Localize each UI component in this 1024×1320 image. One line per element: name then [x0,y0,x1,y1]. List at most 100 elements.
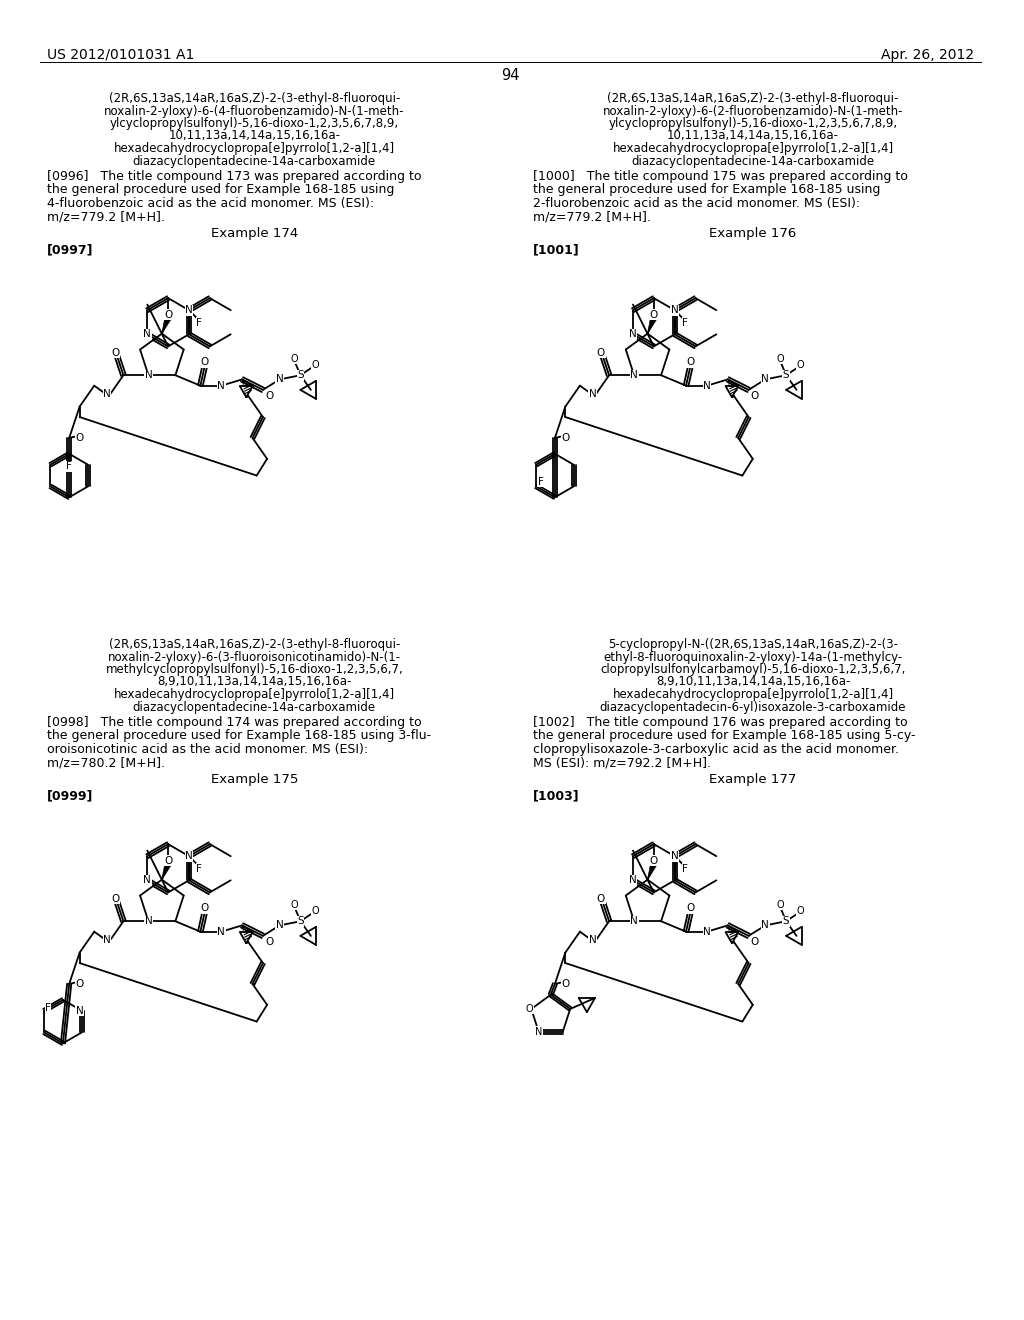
Text: 94: 94 [502,69,520,83]
Text: N: N [762,920,769,931]
Text: F: F [538,477,544,487]
Text: [0999]: [0999] [47,789,93,803]
Text: O: O [76,433,84,444]
Text: N: N [217,380,225,391]
Text: oroisonicotinic acid as the acid monomer. MS (ESI):: oroisonicotinic acid as the acid monomer… [47,743,368,756]
Text: F: F [197,863,203,874]
Text: (2R,6S,13aS,14aR,16aS,Z)-2-(3-ethyl-8-fluoroqui-: (2R,6S,13aS,14aR,16aS,Z)-2-(3-ethyl-8-fl… [109,638,400,651]
Text: US 2012/0101031 A1: US 2012/0101031 A1 [47,48,195,62]
Text: S: S [782,370,790,380]
Text: O: O [311,906,318,916]
Text: N: N [217,927,225,937]
Text: 5-cyclopropyl-N-((2R,6S,13aS,14aR,16aS,Z)-2-(3-: 5-cyclopropyl-N-((2R,6S,13aS,14aR,16aS,Z… [608,638,898,651]
Text: diazacyclopentadecine-14a-carboxamide: diazacyclopentadecine-14a-carboxamide [133,701,376,714]
Text: O: O [201,903,209,913]
Text: noxalin-2-yloxy)-6-(2-fluorobenzamido)-N-(1-meth-: noxalin-2-yloxy)-6-(2-fluorobenzamido)-N… [603,104,903,117]
Text: O: O [525,1005,534,1014]
Polygon shape [162,317,171,334]
Text: N: N [275,375,284,384]
Text: O: O [265,391,273,401]
Text: O: O [776,899,783,909]
Text: 8,9,10,11,13a,14,14a,15,16,16a-: 8,9,10,11,13a,14,14a,15,16,16a- [157,676,351,689]
Text: ethyl-8-fluoroquinoxalin-2-yloxy)-14a-(1-methylcy-: ethyl-8-fluoroquinoxalin-2-yloxy)-14a-(1… [603,651,902,664]
Text: clopropylisoxazole-3-carboxylic acid as the acid monomer.: clopropylisoxazole-3-carboxylic acid as … [532,743,899,756]
Text: N: N [703,927,711,937]
Text: O: O [265,937,273,948]
Text: F: F [197,318,203,327]
Text: N: N [671,305,679,315]
Text: N: N [275,920,284,931]
Text: O: O [112,347,120,358]
Text: methylcyclopropylsulfonyl)-5,16-dioxo-1,2,3,5,6,7,: methylcyclopropylsulfonyl)-5,16-dioxo-1,… [105,663,403,676]
Text: m/z=779.2 [M+H].: m/z=779.2 [M+H]. [47,210,165,223]
Text: O: O [112,894,120,904]
Text: O: O [649,855,658,866]
Text: O: O [291,899,298,909]
Text: clopropylsulfonylcarbamoyl)-5,16-dioxo-1,2,3,5,6,7,: clopropylsulfonylcarbamoyl)-5,16-dioxo-1… [600,663,905,676]
Text: [1001]: [1001] [532,243,580,256]
Text: ylcyclopropylsulfonyl)-5,16-dioxo-1,2,3,5,6,7,8,9,: ylcyclopropylsulfonyl)-5,16-dioxo-1,2,3,… [608,117,897,129]
Polygon shape [647,317,657,334]
Text: noxalin-2-yloxy)-6-(4-fluorobenzamido)-N-(1-meth-: noxalin-2-yloxy)-6-(4-fluorobenzamido)-N… [104,104,404,117]
Text: S: S [782,916,790,927]
Text: O: O [686,903,694,913]
Text: Apr. 26, 2012: Apr. 26, 2012 [882,48,975,62]
Text: [0997]: [0997] [47,243,93,256]
Text: N: N [144,370,153,380]
Text: O: O [797,360,805,370]
Text: F: F [682,318,688,327]
Text: MS (ESI): m/z=792.2 [M+H].: MS (ESI): m/z=792.2 [M+H]. [532,756,711,770]
Text: N: N [589,389,597,399]
Text: N: N [103,936,111,945]
Text: O: O [164,310,172,319]
Text: O: O [201,358,209,367]
Text: F: F [67,462,72,471]
Text: m/z=780.2 [M+H].: m/z=780.2 [M+H]. [47,756,165,770]
Text: O: O [597,894,605,904]
Polygon shape [162,862,171,879]
Text: (2R,6S,13aS,14aR,16aS,Z)-2-(3-ethyl-8-fluoroqui-: (2R,6S,13aS,14aR,16aS,Z)-2-(3-ethyl-8-fl… [607,92,899,106]
Text: O: O [291,354,298,363]
Text: N: N [629,329,637,339]
Text: 8,9,10,11,13a,14,14a,15,16,16a-: 8,9,10,11,13a,14,14a,15,16,16a- [655,676,850,689]
Text: the general procedure used for Example 168-185 using 5-cy-: the general procedure used for Example 1… [532,730,915,742]
Text: diazacyclopentadecine-14a-carboxamide: diazacyclopentadecine-14a-carboxamide [133,154,376,168]
Text: Example 176: Example 176 [710,227,797,240]
Text: N: N [185,851,193,861]
Text: O: O [751,937,759,948]
Text: N: N [103,389,111,399]
Text: [0996]   The title compound 173 was prepared according to: [0996] The title compound 173 was prepar… [47,170,421,183]
Text: O: O [649,310,658,319]
Text: (2R,6S,13aS,14aR,16aS,Z)-2-(3-ethyl-8-fluoroqui-: (2R,6S,13aS,14aR,16aS,Z)-2-(3-ethyl-8-fl… [109,92,400,106]
Text: N: N [143,875,152,886]
Text: ylcyclopropylsulfonyl)-5,16-dioxo-1,2,3,5,6,7,8,9,: ylcyclopropylsulfonyl)-5,16-dioxo-1,2,3,… [110,117,399,129]
Text: F: F [45,1003,51,1012]
Text: N: N [76,1006,84,1015]
Text: [1000]   The title compound 175 was prepared according to: [1000] The title compound 175 was prepar… [532,170,907,183]
Text: O: O [751,391,759,401]
Text: hexadecahydrocyclopropa[e]pyrrolo[1,2-a][1,4]: hexadecahydrocyclopropa[e]pyrrolo[1,2-a]… [114,688,395,701]
Text: the general procedure used for Example 168-185 using: the general procedure used for Example 1… [532,183,880,197]
Text: N: N [143,329,152,339]
Text: O: O [797,906,805,916]
Text: the general procedure used for Example 168-185 using: the general procedure used for Example 1… [47,183,394,197]
Text: N: N [589,936,597,945]
Text: O: O [164,855,172,866]
Text: hexadecahydrocyclopropa[e]pyrrolo[1,2-a][1,4]: hexadecahydrocyclopropa[e]pyrrolo[1,2-a]… [612,688,894,701]
Text: N: N [144,916,153,927]
Text: O: O [76,979,84,989]
Text: S: S [297,916,304,927]
Text: 2-fluorobenzoic acid as the acid monomer. MS (ESI):: 2-fluorobenzoic acid as the acid monomer… [532,197,860,210]
Text: noxalin-2-yloxy)-6-(3-fluoroisonicotinamido)-N-(1-: noxalin-2-yloxy)-6-(3-fluoroisonicotinam… [108,651,400,664]
Text: N: N [185,305,193,315]
Text: S: S [297,370,304,380]
Text: O: O [311,360,318,370]
Text: O: O [686,358,694,367]
Text: [1003]: [1003] [532,789,580,803]
Text: N: N [535,1027,543,1038]
Text: 10,11,13a,14,14a,15,16,16a-: 10,11,13a,14,14a,15,16,16a- [667,129,839,143]
Text: F: F [682,863,688,874]
Text: Example 175: Example 175 [211,774,298,785]
Text: hexadecahydrocyclopropa[e]pyrrolo[1,2-a][1,4]: hexadecahydrocyclopropa[e]pyrrolo[1,2-a]… [114,143,395,154]
Text: N: N [630,916,638,927]
